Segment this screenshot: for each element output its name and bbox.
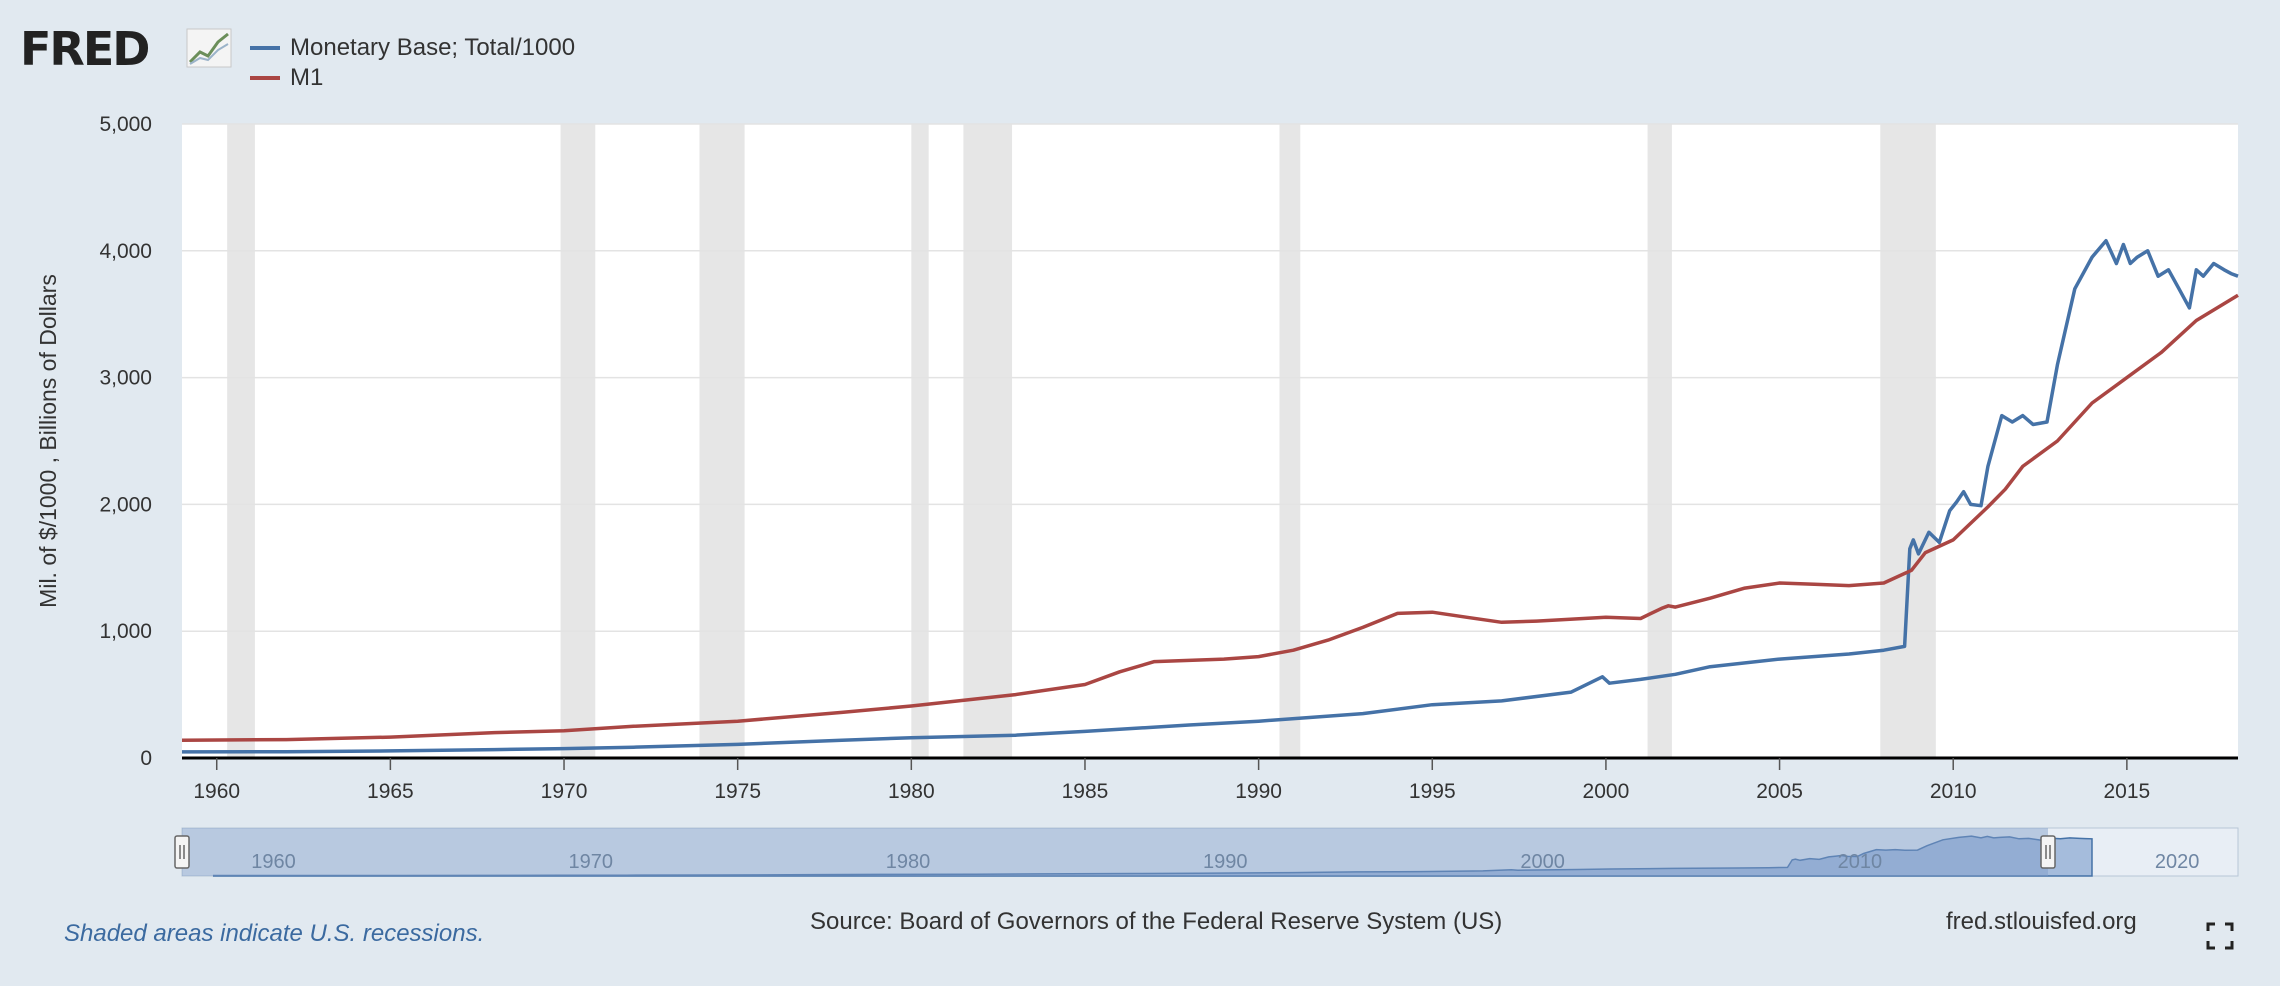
- navigator-right-handle[interactable]: [2040, 835, 2056, 869]
- recession-band: [1647, 124, 1672, 758]
- navigator-tick-label: 1990: [1203, 851, 1248, 873]
- x-tick-label: 2015: [2104, 780, 2151, 803]
- navigator-area: [212, 835, 2093, 877]
- x-tick-label: 1990: [1235, 780, 1282, 803]
- series-line-monetary-base[interactable]: [181, 238, 2239, 754]
- recession-note: Shaded areas indicate U.S. recessions.: [64, 920, 485, 947]
- recession-band: [227, 124, 255, 758]
- navigator-tick-label: 1970: [568, 851, 613, 873]
- legend-swatch-monetary-base: [250, 46, 280, 50]
- y-tick-label: 1,000: [99, 620, 152, 643]
- y-tick-label: 4,000: [99, 240, 152, 263]
- recession-band: [699, 124, 745, 758]
- y-tick-label: 3,000: [99, 367, 152, 390]
- navigator-tick-label: 2010: [1838, 851, 1883, 873]
- recession-band: [1880, 124, 1936, 758]
- legend-item-m1[interactable]: M1: [250, 64, 323, 92]
- y-tick-label: 0: [140, 747, 152, 770]
- series-lines: [181, 238, 2239, 754]
- source-note: Source: Board of Governors of the Federa…: [810, 908, 1503, 935]
- y-tick-label: 2,000: [99, 493, 152, 516]
- recession-bands: [227, 124, 1936, 758]
- legend-swatch-m1: [250, 76, 280, 80]
- navigator-tick-label: 2020: [2155, 851, 2200, 873]
- fred-logo-graph-icon: [186, 28, 232, 68]
- legend-label-monetary-base: Monetary Base; Total/1000: [290, 34, 576, 61]
- grid-lines: [182, 123, 2238, 632]
- fred-logo[interactable]: FRED: [20, 22, 150, 76]
- series-line-m1[interactable]: [181, 293, 2239, 742]
- x-tick-label: 1960: [193, 780, 240, 803]
- y-axis-ticks: 0 1,000 2,000 3,000 4,000 5,000: [99, 113, 152, 770]
- site-link[interactable]: fred.stlouisfed.org: [1946, 908, 2137, 935]
- y-tick-label: 5,000: [99, 113, 152, 136]
- navigator-series: [212, 835, 2093, 877]
- navigator-tick-label: 1980: [886, 851, 931, 873]
- x-tick-label: 1985: [1062, 780, 1109, 803]
- fullscreen-icon[interactable]: [2206, 922, 2234, 950]
- x-tick-label: 2005: [1756, 780, 1803, 803]
- x-tick-label: 1995: [1409, 780, 1456, 803]
- recession-band: [1279, 124, 1301, 758]
- x-tick-label: 1970: [541, 780, 588, 803]
- recession-band: [560, 124, 596, 758]
- navigator-selected-range[interactable]: [182, 828, 2048, 876]
- navigator-tick-label: 2000: [1520, 851, 1565, 873]
- navigator-tick-label: 1960: [251, 851, 296, 873]
- x-tick-label: 2010: [1930, 780, 1977, 803]
- x-tick-label: 1980: [888, 780, 935, 803]
- navigator-ticks: 1960 1970 1980 1990 2000 2010 2020: [251, 851, 2199, 873]
- navigator-left-handle[interactable]: [174, 835, 190, 869]
- x-tick-label: 1975: [714, 780, 761, 803]
- legend-item-monetary-base[interactable]: Monetary Base; Total/1000: [250, 34, 575, 62]
- y-axis-label: Mil. of $/1000 , Billions of Dollars: [35, 274, 61, 608]
- x-axis-ticks: 1960 1965 1970 1975 1980 1985 1990 1995 2000 2005…: [193, 758, 2150, 803]
- x-tick-label: 2000: [1583, 780, 1630, 803]
- recession-band: [963, 124, 1013, 758]
- legend-label-m1: M1: [290, 64, 324, 91]
- x-tick-label: 1965: [367, 780, 414, 803]
- recession-band: [911, 124, 929, 758]
